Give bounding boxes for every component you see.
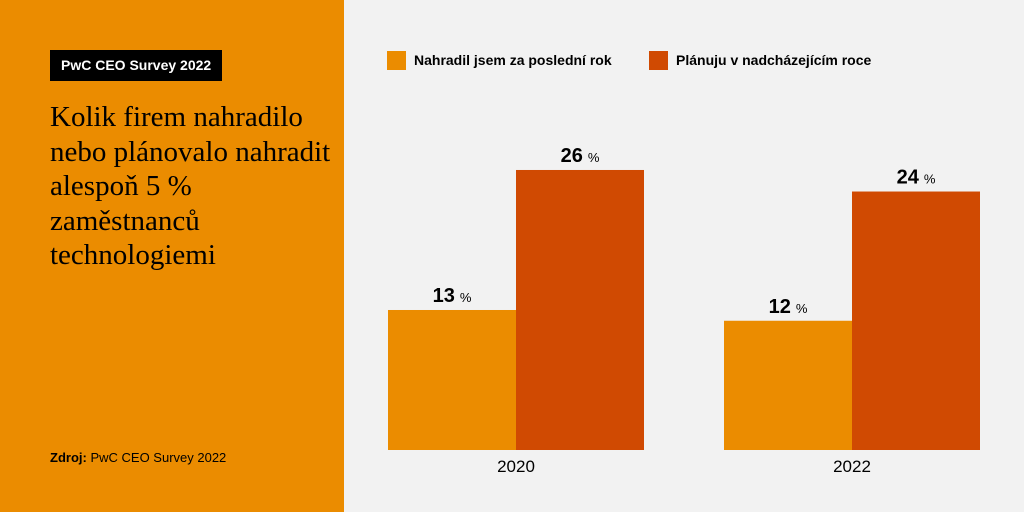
survey-badge: PwC CEO Survey 2022 [50, 50, 223, 81]
left-panel: PwC CEO Survey 2022 Kolik firem nahradil… [0, 0, 344, 512]
x-tick-label-2020: 2020 [497, 457, 535, 476]
x-tick-label-2022: 2022 [833, 457, 871, 476]
data-label-2022-series-2: 24% [897, 167, 936, 189]
headline: Kolik firem nahradilo nebo plánovalo nah… [50, 101, 331, 271]
legend-label-series-2: Plánuju v nadcházejícím roce [676, 52, 872, 68]
legend-item-series-1: Nahradil jsem za poslední rok [387, 50, 612, 70]
source-label: Zdroj: [50, 450, 87, 465]
chart-panel: Nahradil jsem za poslední rok Plánuju v … [344, 0, 1024, 512]
bar-chart: 13 % 26 % 2020 12 % 24 % 2022 [388, 145, 980, 476]
bar-2020-series-2 [516, 169, 644, 451]
legend-swatch-series-1 [387, 50, 406, 70]
data-label-2020-series-1: 13% [433, 285, 472, 307]
bar-2022-series-2 [852, 191, 980, 450]
source-text: PwC CEO Survey 2022 [90, 450, 227, 465]
data-label-2022-series-1: 12% [769, 296, 808, 318]
bar-2020-series-1 [388, 309, 516, 450]
legend-label-series-1: Nahradil jsem za poslední rok [414, 52, 612, 68]
bar-2022-series-1 [724, 320, 852, 450]
source-note: Zdroj: PwC CEO Survey 2022 [50, 450, 226, 465]
data-label-2020-series-2: 26% [561, 145, 600, 167]
legend-item-series-2: Plánuju v nadcházejícím roce [649, 50, 871, 70]
legend-swatch-series-2 [649, 50, 668, 70]
